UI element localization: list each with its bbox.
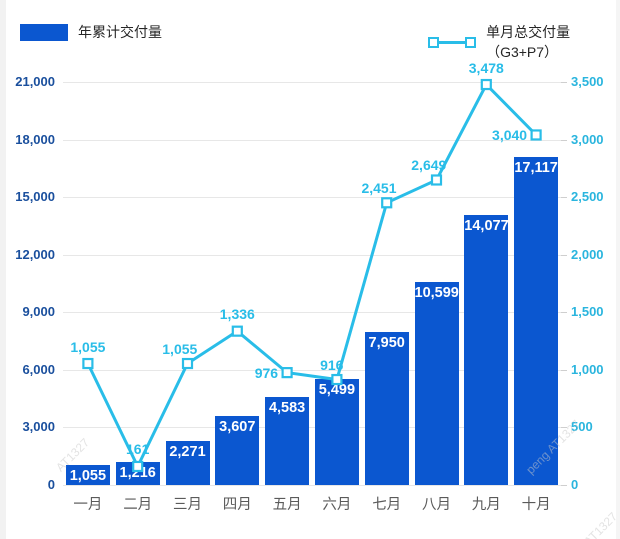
bar[interactable]: 10,599	[414, 281, 459, 485]
line-point-label: 161	[126, 441, 150, 458]
legend-line-label: 单月总交付量（G3+P7）	[486, 24, 571, 60]
line-marker[interactable]	[331, 373, 343, 386]
line-marker[interactable]	[381, 197, 393, 209]
y-axis-label-left: 18,000	[15, 131, 55, 147]
x-axis-label: 五月	[272, 497, 302, 513]
bar-value-label: 3,607	[219, 418, 256, 435]
y-axis-label-left: 0	[47, 477, 55, 492]
x-axis-label: 六月	[322, 497, 352, 513]
grid-line	[63, 312, 561, 314]
x-axis-label: 十月	[521, 497, 551, 513]
right-axis-tick	[561, 485, 567, 486]
line-point-label: 916	[320, 356, 344, 373]
right-edge-strip	[616, 0, 620, 539]
line-marker[interactable]	[82, 357, 94, 370]
bar[interactable]: 5,499	[314, 379, 359, 485]
line-marker[interactable]	[231, 325, 243, 337]
line-point-label: 3,478	[468, 59, 504, 76]
grid-line	[63, 139, 561, 141]
legend-bar-label: 年累计交付量	[78, 24, 162, 40]
y-axis-label-right: 2,500	[571, 189, 604, 205]
legend-item-monthly[interactable]: 单月总交付量（G3+P7）	[428, 22, 620, 62]
x-axis-label: 二月	[123, 497, 153, 513]
line-point-label: 2,451	[361, 179, 397, 196]
line-marker[interactable]	[430, 174, 443, 186]
x-axis-label: 九月	[471, 497, 501, 513]
right-axis-tick	[561, 369, 567, 371]
y-axis-label-left: 21,000	[15, 74, 55, 89]
bar[interactable]: 1,055	[65, 464, 110, 485]
bar-value-label: 10,599	[414, 284, 459, 301]
line-marker[interactable]	[181, 357, 194, 370]
bar-value-label: 2,271	[169, 444, 206, 461]
bar-value-label: 17,117	[514, 159, 558, 176]
legend-item-cumulative[interactable]: 年累计交付量	[20, 22, 162, 42]
line-marker[interactable]	[281, 367, 293, 379]
grid-line	[63, 197, 561, 199]
x-axis-label: 八月	[421, 497, 451, 513]
bar[interactable]: 17,117	[514, 156, 559, 485]
line-point-label: 2,649	[411, 156, 447, 173]
y-axis-label-left: 12,000	[15, 246, 55, 262]
line-point-label: 976	[254, 364, 279, 381]
line-point-label: 1,055	[70, 338, 106, 355]
y-axis-label-left: 9,000	[22, 304, 55, 320]
bar-value-label: 1,216	[119, 464, 156, 481]
right-axis-tick	[561, 427, 567, 429]
bar[interactable]: 4,583	[265, 397, 310, 485]
x-axis-label: 七月	[372, 497, 402, 513]
line-series-swatch-icon	[428, 37, 477, 48]
grid-line	[63, 254, 561, 256]
line-point-label: 3,040	[492, 126, 528, 143]
line-marker[interactable]	[480, 78, 492, 91]
right-axis-tick	[561, 254, 567, 256]
y-axis-label-right: 1,000	[571, 361, 604, 377]
legend: 年累计交付量 单月总交付量（G3+P7）	[0, 22, 620, 60]
line-point-label: 1,336	[219, 306, 255, 323]
grid-line	[63, 369, 561, 371]
bar-value-label: 14,077	[464, 217, 509, 234]
right-axis-tick	[561, 197, 567, 199]
y-axis-label-right: 3,500	[571, 74, 604, 89]
bar[interactable]: 2,271	[165, 441, 210, 485]
y-axis-label-right: 0	[571, 477, 579, 492]
y-axis-label-right: 2,000	[571, 246, 604, 262]
bar-value-label: 5,499	[318, 382, 356, 399]
y-axis-label-right: 1,500	[571, 304, 604, 320]
x-axis-label: 三月	[172, 497, 202, 513]
grid-line	[63, 485, 561, 486]
line-path	[86, 82, 538, 470]
left-edge-strip	[0, 0, 6, 539]
y-axis-label-right: 3,000	[571, 131, 604, 147]
bar-value-label: 1,055	[69, 467, 107, 484]
y-axis-label-left: 6,000	[22, 361, 55, 377]
grid-line	[63, 82, 561, 83]
x-axis-label: 四月	[222, 497, 252, 513]
line-point-label: 1,055	[162, 340, 198, 357]
y-axis-label-left: 15,000	[15, 189, 55, 205]
bar[interactable]: 14,077	[464, 214, 509, 485]
y-axis-label-left: 3,000	[22, 419, 55, 435]
grid-line	[63, 427, 561, 429]
right-axis-tick	[561, 312, 567, 314]
bar-value-label: 7,950	[368, 335, 405, 352]
y-axis-label-right: 500	[571, 419, 593, 435]
right-axis-tick	[561, 139, 567, 141]
bar[interactable]: 3,607	[215, 415, 260, 485]
bar[interactable]: 1,216	[115, 461, 160, 485]
line-marker[interactable]	[530, 129, 542, 141]
x-axis-label: 一月	[73, 497, 103, 513]
bar-series-swatch-icon	[20, 23, 68, 41]
bar-value-label: 4,583	[268, 400, 306, 417]
right-axis-tick	[561, 82, 567, 83]
line-marker[interactable]	[132, 460, 144, 473]
bar[interactable]: 7,950	[364, 332, 409, 485]
